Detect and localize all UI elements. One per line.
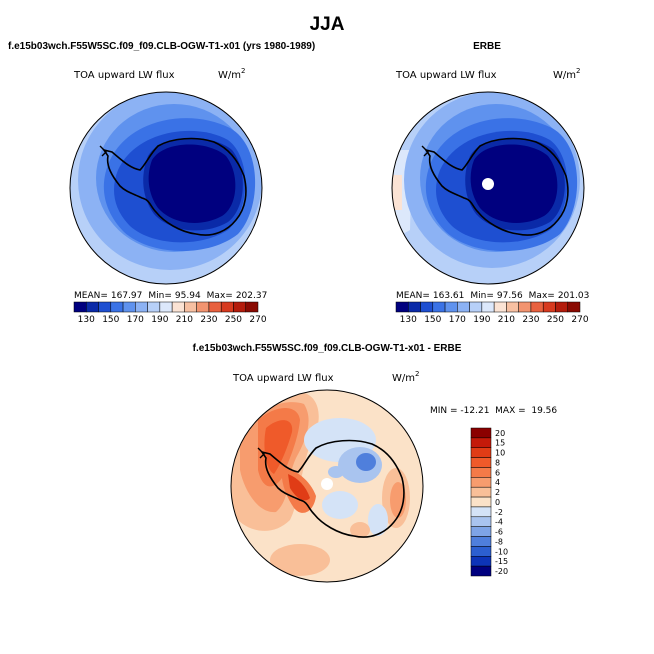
colorbar-swatch — [233, 301, 246, 313]
colorbar-tick-label: 190 — [473, 315, 490, 325]
colorbar-swatch — [98, 301, 112, 313]
colorbar-swatch — [444, 301, 458, 313]
colorbar-swatch — [470, 516, 492, 527]
panel-difference-title: f.e15b03wch.F55W5SC.f09_f09.CLB-OGW-T1-x… — [193, 343, 462, 354]
panel-obs: ERBE TOA upward LW flux W/m2 MEAN= 163.61… — [391, 41, 589, 325]
colorbar-tick-label: 150 — [102, 315, 119, 325]
colorbar-swatch — [196, 301, 210, 313]
panel-model-units: W/m2 — [218, 67, 245, 81]
colorbar-swatch — [469, 301, 483, 313]
colorbar-swatch — [470, 467, 492, 478]
panel-difference: f.e15b03wch.F55W5SC.f09_f09.CLB-OGW-T1-x… — [193, 343, 557, 583]
colorbar-tick-label: 130 — [400, 315, 417, 325]
colorbar-tick-label: 230 — [200, 315, 217, 325]
colorbar-swatch — [208, 301, 222, 313]
colorbar-tick-label: -20 — [495, 567, 508, 576]
colorbar-tick-label: 270 — [249, 315, 266, 325]
colorbar-tick-label: 4 — [495, 478, 500, 487]
colorbar-tick-label: -10 — [495, 547, 508, 556]
panel-difference-field: TOA upward LW flux — [232, 373, 334, 384]
colorbar-swatch — [73, 301, 87, 313]
colorbar-tick-label: 10 — [495, 449, 505, 458]
colorbar-tick-label: 2 — [495, 488, 500, 497]
colorbar-swatch — [555, 301, 568, 313]
colorbar-swatch — [470, 556, 492, 567]
colorbar-tick-label: 0 — [495, 498, 500, 507]
colorbar-swatch — [470, 427, 492, 439]
colorbar-tick-label: 190 — [151, 315, 168, 325]
colorbar-swatch — [470, 457, 492, 468]
colorbar-swatch — [567, 301, 581, 313]
panel-difference-map — [231, 390, 423, 582]
colorbar-swatch — [395, 301, 409, 313]
colorbar-swatch — [420, 301, 434, 313]
colorbar-swatch — [159, 301, 173, 313]
colorbar-swatch — [470, 546, 492, 557]
panel-model-map — [70, 92, 262, 284]
figure-title: JJA — [310, 14, 345, 35]
panel-obs-colorbar: 130 150 170 190 210 230 250 270 — [395, 301, 589, 325]
colorbar-tick-label: -2 — [495, 508, 503, 517]
colorbar-swatch — [470, 437, 492, 448]
colorbar-tick-label: 130 — [78, 315, 95, 325]
panel-difference-minmax: MIN = -12.21 MAX = 19.56 — [430, 406, 557, 416]
colorbar-swatch — [542, 301, 556, 313]
colorbar-swatch — [518, 301, 532, 313]
colorbar-tick-label: -4 — [495, 518, 503, 527]
colorbar-swatch — [470, 477, 492, 488]
colorbar-tick-label: -15 — [495, 557, 508, 566]
colorbar-swatch — [110, 301, 124, 313]
colorbar-tick-label: -8 — [495, 537, 503, 546]
colorbar-tick-label: 8 — [495, 458, 500, 467]
colorbar-swatch — [122, 301, 136, 313]
colorbar-swatch — [432, 301, 446, 313]
colorbar-swatch — [245, 301, 259, 313]
colorbar-swatch — [530, 301, 544, 313]
colorbar-swatch — [408, 301, 421, 313]
panel-model-field: TOA upward LW flux — [73, 70, 175, 81]
colorbar-swatch — [481, 301, 495, 313]
colorbar-tick-label: 150 — [424, 315, 441, 325]
colorbar-swatch — [86, 301, 99, 313]
panel-model-colorbar: 130 150 170 190 210 230 250 270 — [73, 301, 267, 325]
colorbar-swatch — [470, 447, 492, 458]
colorbar-swatch — [171, 301, 185, 313]
colorbar-tick-label: 230 — [522, 315, 539, 325]
colorbar-swatch — [147, 301, 161, 313]
panel-obs-field: TOA upward LW flux — [395, 70, 497, 81]
colorbar-tick-label: 6 — [495, 468, 500, 477]
panel-model-stats: MEAN= 167.97 Min= 95.94 Max= 202.37 — [74, 291, 267, 301]
colorbar-tick-label: 270 — [571, 315, 588, 325]
colorbar-swatch — [470, 496, 492, 508]
panel-obs-map — [392, 92, 584, 284]
colorbar-swatch — [493, 301, 507, 313]
panel-obs-title: ERBE — [473, 41, 501, 52]
colorbar-swatch — [470, 506, 492, 518]
colorbar-swatch — [220, 301, 234, 313]
colorbar-tick-label: 15 — [495, 439, 505, 448]
colorbar-tick-label: 250 — [547, 315, 564, 325]
colorbar-tick-label: 170 — [127, 315, 144, 325]
colorbar-swatch — [470, 536, 492, 547]
colorbar-tick-label: 170 — [449, 315, 466, 325]
colorbar-swatch — [135, 301, 148, 313]
panel-obs-stats: MEAN= 163.61 Min= 97.56 Max= 201.03 — [396, 291, 589, 301]
colorbar-tick-label: 210 — [498, 315, 515, 325]
colorbar-tick-label: -6 — [495, 528, 503, 537]
colorbar-swatch — [184, 301, 197, 313]
panel-model-title: f.e15b03wch.F55W5SC.f09_f09.CLB-OGW-T1-x… — [8, 41, 315, 52]
colorbar-tick-label: 250 — [225, 315, 242, 325]
colorbar-tick-label: 210 — [176, 315, 193, 325]
colorbar-tick-label: 20 — [495, 429, 505, 438]
colorbar-swatch — [470, 486, 492, 498]
colorbar-swatch — [470, 526, 492, 537]
panel-difference-units: W/m2 — [392, 370, 419, 384]
colorbar-swatch — [506, 301, 519, 313]
panel-model: f.e15b03wch.F55W5SC.f09_f09.CLB-OGW-T1-x… — [8, 41, 315, 325]
colorbar-swatch — [470, 565, 492, 577]
panel-obs-units: W/m2 — [553, 67, 580, 81]
colorbar-swatch — [457, 301, 470, 313]
